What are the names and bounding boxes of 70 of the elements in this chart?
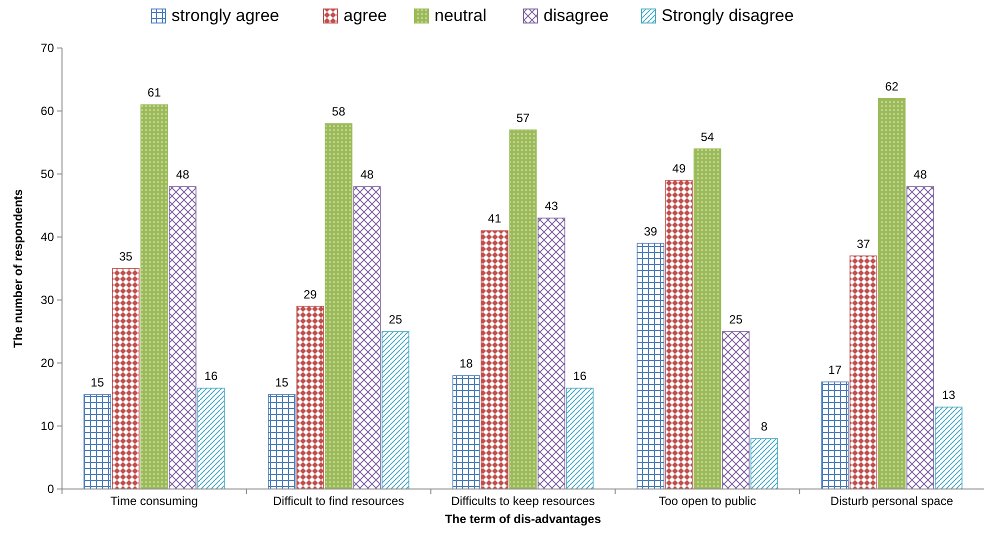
y-tick-label: 20 [40, 356, 54, 370]
data-label: 16 [573, 369, 587, 384]
data-label: 17 [828, 362, 842, 377]
bar [197, 388, 225, 490]
legend-label: strongly agree [172, 6, 280, 25]
x-axis-title: The term of dis-advantages [444, 512, 602, 526]
data-label: 39 [644, 224, 658, 238]
data-label: 35 [119, 250, 133, 264]
legend-label: neutral [434, 6, 486, 25]
bar [665, 180, 693, 490]
data-label: 15 [275, 376, 289, 390]
bar [694, 148, 722, 490]
bar [850, 256, 878, 490]
bar [934, 406, 962, 490]
data-label: 54 [700, 130, 714, 144]
x-tick-label: Difficult to find resources [273, 494, 404, 508]
y-tick-label: 30 [40, 293, 54, 308]
bar [296, 306, 324, 490]
data-label: 13 [942, 388, 956, 402]
data-label: 25 [729, 312, 743, 326]
data-label: 48 [176, 168, 190, 182]
data-label: 29 [303, 287, 318, 302]
bar [268, 394, 296, 490]
x-tick-label: Disturb personal space [830, 494, 954, 508]
data-label: 49 [672, 161, 686, 176]
bar [821, 382, 849, 490]
bar [538, 218, 566, 490]
data-label: 15 [90, 376, 104, 390]
y-tick-label: 60 [40, 104, 54, 118]
bar [168, 186, 196, 490]
data-label: 41 [488, 212, 502, 226]
legend-label: disagree [544, 6, 609, 25]
y-tick-label: 10 [40, 419, 54, 434]
data-label: 43 [544, 199, 558, 214]
data-label: 48 [914, 168, 928, 182]
y-axis-title: The number of respondents [11, 188, 25, 348]
bar [722, 331, 750, 490]
y-tick-label: 0 [47, 482, 54, 496]
bar [382, 331, 410, 490]
x-tick-label: Difficults to keep resources [451, 494, 595, 508]
bar [906, 186, 934, 490]
data-label: 18 [459, 356, 474, 371]
bar [324, 123, 352, 490]
legend-label: Strongly disagree [662, 6, 794, 25]
y-tick-label: 50 [40, 167, 54, 182]
x-tick-label: Time consuming [110, 494, 198, 508]
data-label: 48 [360, 168, 374, 182]
data-label: 58 [332, 104, 346, 119]
bar [452, 375, 480, 490]
data-label: 57 [516, 110, 530, 125]
data-label: 62 [885, 79, 899, 94]
bar [636, 242, 664, 490]
x-tick-label: Too open to public [658, 494, 756, 508]
bar [750, 438, 778, 490]
bar [878, 98, 906, 490]
bar [566, 388, 594, 490]
bar [480, 230, 508, 490]
data-label: 25 [388, 312, 402, 326]
bar [84, 394, 112, 490]
legend-label: agree [344, 6, 387, 25]
data-label: 61 [148, 86, 162, 100]
data-label: 16 [204, 369, 218, 384]
bar [140, 104, 168, 490]
bar [353, 186, 381, 490]
data-label: 8 [760, 420, 768, 434]
y-tick-label: 70 [40, 41, 54, 56]
bar [112, 268, 140, 490]
y-tick-label: 40 [40, 230, 54, 244]
data-label: 37 [856, 236, 870, 251]
bar [509, 130, 537, 490]
